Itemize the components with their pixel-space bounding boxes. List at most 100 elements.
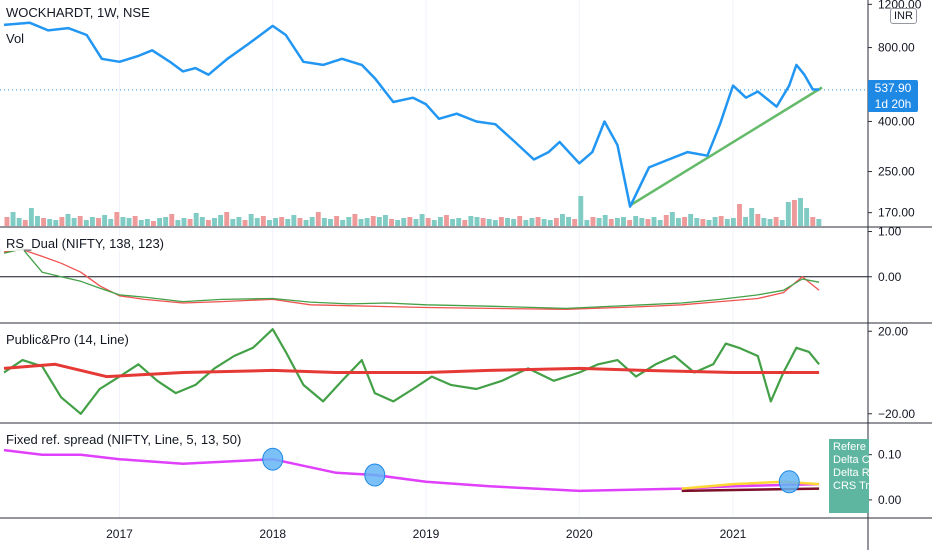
- volume-bar: [108, 219, 114, 226]
- volume-bar: [779, 220, 785, 226]
- x-tick-label: 2020: [566, 527, 593, 541]
- volume-bar: [89, 217, 95, 226]
- volume-bar: [749, 208, 755, 226]
- volume-bar: [505, 218, 510, 226]
- volume-bar: [175, 220, 181, 226]
- volume-bar: [236, 217, 242, 226]
- volume-bar: [254, 218, 260, 226]
- public-pro-title: Public&Pro (14, Line): [4, 332, 131, 347]
- volume-bar: [328, 219, 333, 226]
- volume-bar: [535, 217, 541, 226]
- x-tick-label: 2019: [413, 527, 440, 541]
- volume-bar: [517, 216, 523, 226]
- volume-bar: [340, 220, 346, 226]
- volume-bar: [541, 219, 547, 226]
- volume-bar: [492, 220, 498, 226]
- volume-bar: [83, 220, 89, 226]
- volume-label: Vol: [4, 31, 27, 46]
- fixed-ref-spread-title: Fixed ref. spread (NIFTY, Line, 5, 13, 5…: [4, 432, 244, 447]
- volume-bar: [761, 218, 767, 226]
- volume-bar: [663, 215, 669, 226]
- volume-bar: [279, 217, 285, 226]
- pp-green-line: [3, 328, 820, 415]
- volume-bar: [547, 220, 553, 226]
- volume-bar: [334, 216, 340, 226]
- volume-bar: [297, 218, 303, 226]
- pp-tick-label: 20.00: [878, 324, 908, 338]
- volume-bar: [199, 217, 205, 226]
- volume-bar: [364, 218, 370, 226]
- volume-bar: [266, 220, 272, 226]
- volume-bar: [767, 219, 773, 226]
- volume-bar: [730, 218, 736, 226]
- volume-bar: [212, 218, 217, 226]
- volume-bar: [285, 219, 291, 226]
- rs-tick-label: 0.00: [878, 270, 902, 284]
- volume-bar: [608, 219, 614, 226]
- volume-bar: [260, 216, 266, 226]
- volume-bar: [675, 218, 681, 226]
- volume-bar: [144, 219, 150, 226]
- volume-bar: [47, 219, 53, 226]
- volume-bar: [718, 216, 724, 226]
- currency-badge[interactable]: INR: [890, 8, 917, 24]
- volume-bar: [785, 202, 791, 226]
- volume-bar: [700, 219, 706, 226]
- volume-bar: [651, 217, 657, 226]
- bar-countdown-badge: 1d 20h: [868, 96, 918, 112]
- volume-bar: [462, 220, 468, 226]
- volume-bar: [309, 217, 315, 226]
- x-tick-label: 2017: [106, 527, 133, 541]
- volume-bar: [474, 217, 480, 226]
- volume-bar: [669, 212, 675, 226]
- volume-bar: [16, 218, 22, 226]
- rs-dual-title: RS_Dual (NIFTY, 138, 123): [4, 236, 166, 251]
- rs-red-line: [3, 248, 820, 310]
- volume-bar: [773, 217, 779, 226]
- volume-bar: [407, 217, 413, 226]
- volume-bar: [65, 214, 71, 226]
- volume-bar: [35, 216, 40, 226]
- trendline: [629, 86, 823, 207]
- volume-bar: [566, 217, 572, 226]
- volume-bar: [712, 217, 718, 226]
- volume-bar: [511, 219, 517, 226]
- volume-bar: [382, 215, 388, 226]
- volume-bar: [621, 217, 626, 226]
- volume-bar: [737, 204, 742, 226]
- volume-bar: [572, 219, 578, 226]
- rs-tick-label: 1.00: [878, 225, 902, 239]
- rs-green-line: [3, 248, 820, 310]
- volume-bar: [352, 214, 358, 226]
- volume-bar: [578, 196, 584, 226]
- volume-bar: [163, 217, 169, 226]
- volume-bar: [602, 215, 608, 226]
- volume-bar: [682, 217, 688, 226]
- pp-red-line: [3, 362, 820, 379]
- volume-bar: [102, 215, 108, 226]
- volume-bar: [389, 219, 394, 226]
- volume-bar: [205, 220, 211, 226]
- volume-bar: [401, 218, 407, 226]
- volume-bar: [529, 218, 535, 226]
- volume-bar: [138, 220, 144, 226]
- volume-bar: [498, 217, 504, 226]
- volume-bar: [321, 218, 327, 226]
- volume-bar: [181, 218, 187, 226]
- volume-bar: [132, 216, 138, 226]
- volume-bar: [614, 218, 620, 226]
- volume-bar: [657, 220, 663, 226]
- volume-bar: [41, 218, 47, 226]
- volume-bar: [743, 217, 749, 226]
- volume-bar: [694, 218, 700, 226]
- volume-bar: [157, 218, 163, 226]
- legend-line: Delta R: [833, 467, 869, 479]
- pp-tick-label: −20.00: [878, 407, 915, 421]
- volume-bar: [437, 217, 443, 226]
- volume-bar: [151, 221, 156, 226]
- volume-bar: [346, 217, 352, 226]
- volume-bar: [688, 214, 694, 226]
- price-tick-label: 1200.00: [878, 0, 922, 11]
- volume-bar: [224, 212, 230, 226]
